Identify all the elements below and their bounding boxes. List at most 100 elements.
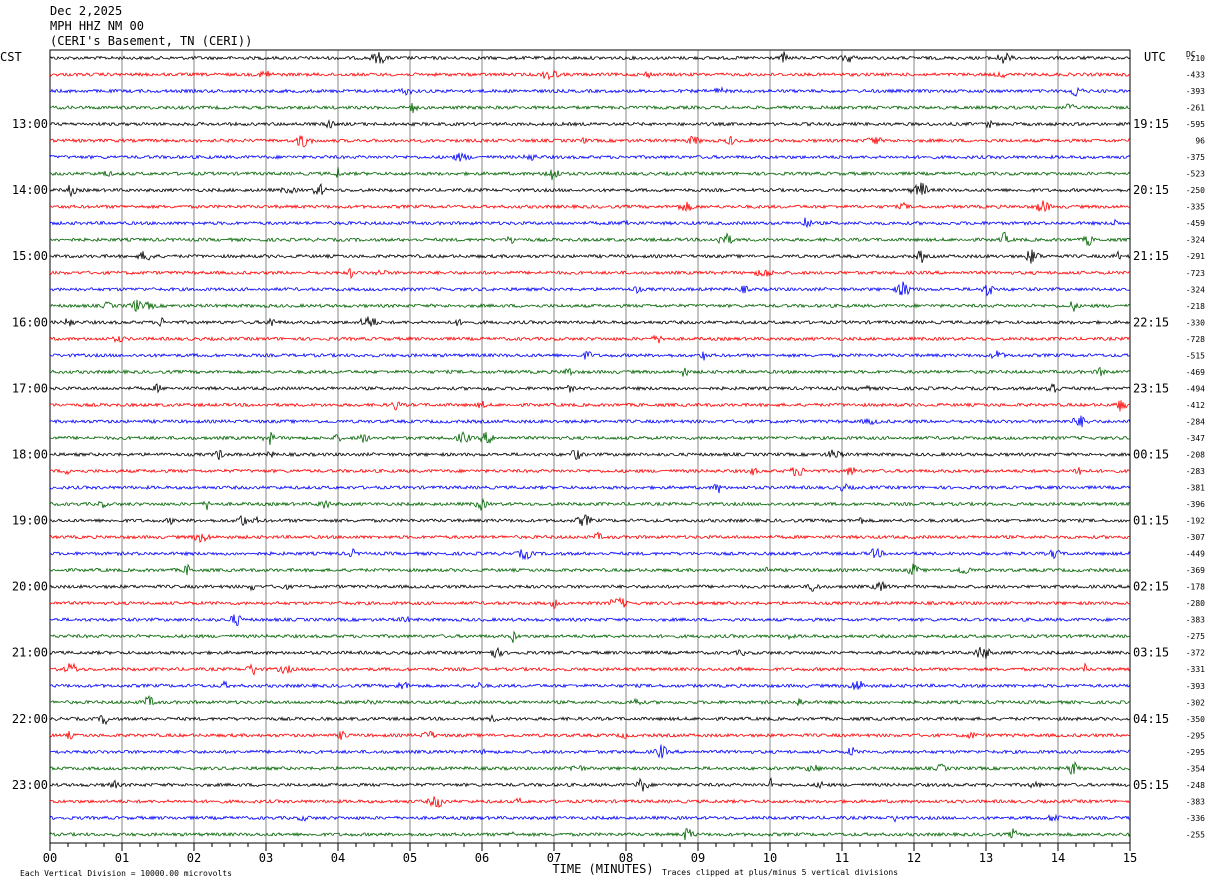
header-location: (CERI's Basement, TN (CERI)): [50, 34, 253, 48]
dc-offset-label: -284: [1186, 417, 1205, 426]
trace-line: [49, 383, 1131, 394]
dc-offset-label: -393: [1186, 87, 1205, 96]
trace-line: [50, 547, 1131, 561]
left-hour-label: 22:00: [12, 712, 48, 726]
dc-offset-label: -383: [1186, 797, 1205, 806]
dc-offset-label: -275: [1186, 632, 1205, 641]
trace-line: [49, 497, 1131, 511]
x-tick-label: 09: [691, 851, 705, 865]
left-hour-label: 20:00: [12, 580, 48, 594]
dc-offset-label: -494: [1186, 384, 1205, 393]
trace-line: [49, 316, 1131, 328]
trace-line: [49, 200, 1131, 213]
dc-offset-label: -396: [1186, 500, 1205, 509]
left-axis-label: CST: [0, 50, 22, 64]
x-tick-label: 08: [619, 851, 633, 865]
right-hour-label: 04:15: [1133, 712, 1169, 726]
dc-offset-label: -331: [1186, 665, 1205, 674]
right-hour-label: 20:15: [1133, 183, 1169, 197]
x-tick-label: 07: [547, 851, 561, 865]
trace-line: [49, 483, 1131, 494]
right-hour-label: 03:15: [1133, 646, 1169, 660]
dc-offset-label: -335: [1186, 203, 1205, 212]
trace-line: [49, 249, 1131, 264]
trace-line: [49, 281, 1130, 297]
dc-offset-label: -248: [1186, 781, 1205, 790]
dc-offset-label: -291: [1186, 252, 1205, 261]
trace-line: [49, 167, 1131, 181]
dc-offset-label: -280: [1186, 599, 1205, 608]
dc-offset-label: -336: [1186, 814, 1205, 823]
dc-offset-label: -261: [1186, 104, 1205, 113]
trace-line: [49, 760, 1131, 776]
trace-line: [49, 182, 1131, 198]
dc-offset-label: 96: [1195, 137, 1205, 146]
trace-line: [49, 400, 1131, 412]
trace-line: [49, 467, 1131, 477]
dc-offset-label: -295: [1186, 731, 1205, 740]
header-date: Dec 2,2025: [50, 4, 123, 18]
dc-label: DC: [1186, 50, 1196, 59]
trace-line: [50, 744, 1130, 759]
x-tick-label: 05: [403, 851, 417, 865]
x-axis-title: TIME (MINUTES): [552, 862, 653, 876]
dc-offset-label: -723: [1186, 269, 1205, 278]
left-hour-label: 19:00: [12, 514, 48, 528]
right-hour-label: 00:15: [1133, 447, 1169, 461]
trace-line: [49, 531, 1131, 543]
right-axis-label: UTC: [1144, 50, 1166, 64]
trace-line: [49, 231, 1131, 247]
trace-group: [49, 51, 1131, 841]
dc-offset-label: -283: [1186, 467, 1205, 476]
trace-line: [49, 828, 1131, 841]
trace-line: [49, 86, 1131, 97]
dc-offset-label: -192: [1186, 517, 1205, 526]
trace-line: [49, 449, 1131, 461]
trace-line: [49, 714, 1131, 726]
right-hour-label: 19:15: [1133, 117, 1169, 131]
dc-offset-labels: -210 -433 -393 -261 -595 96 -375 -523 -250 -335 -4…: [1186, 54, 1205, 839]
dc-offset-label: -459: [1186, 219, 1205, 228]
trace-line: [49, 350, 1131, 361]
dc-offset-label: -469: [1186, 368, 1205, 377]
right-hour-label: 23:15: [1133, 381, 1169, 395]
trace-line: [49, 580, 1131, 592]
hour-labels: 13:00 14:00 15:00 16:00 17:00 18:00 19:00 20:00…: [12, 117, 1169, 792]
trace-line: [49, 796, 1131, 809]
x-tick-label: 04: [331, 851, 345, 865]
left-hour-label: 23:00: [12, 778, 48, 792]
left-hour-label: 21:00: [12, 646, 48, 660]
x-tick-label: 06: [475, 851, 489, 865]
right-hour-label: 22:15: [1133, 315, 1169, 329]
dc-offset-label: -208: [1186, 450, 1205, 459]
left-hour-label: 13:00: [12, 117, 48, 131]
trace-line: [49, 299, 1131, 313]
x-tick-label: 02: [187, 851, 201, 865]
x-tick-label: 13: [979, 851, 993, 865]
dc-offset-label: -383: [1186, 616, 1205, 625]
x-tick-label: 10: [763, 851, 777, 865]
trace-line: [49, 680, 1131, 690]
trace-line: [49, 51, 1131, 64]
dc-offset-label: -350: [1186, 715, 1205, 724]
trace-line: [49, 431, 1131, 446]
trace-line: [49, 102, 1130, 114]
left-hour-label: 14:00: [12, 183, 48, 197]
trace-line: [49, 267, 1131, 280]
dc-offset-label: -412: [1186, 401, 1205, 410]
trace-line: [49, 366, 1131, 377]
x-tick-label: 00: [43, 851, 57, 865]
trace-line: [49, 119, 1131, 129]
dc-offset-label: -728: [1186, 335, 1205, 344]
footer-clip-note: Traces clipped at plus/minus 5 vertical …: [662, 868, 898, 877]
dc-offset-label: -255: [1186, 830, 1205, 839]
trace-line: [49, 730, 1131, 741]
trace-line: [49, 813, 1131, 823]
dc-offset-label: -210: [1186, 54, 1205, 63]
trace-line: [49, 217, 1131, 229]
trace-line: [49, 614, 1131, 627]
dc-offset-label: -218: [1186, 302, 1205, 311]
trace-line: [49, 415, 1131, 428]
dc-offset-label: -523: [1186, 170, 1205, 179]
